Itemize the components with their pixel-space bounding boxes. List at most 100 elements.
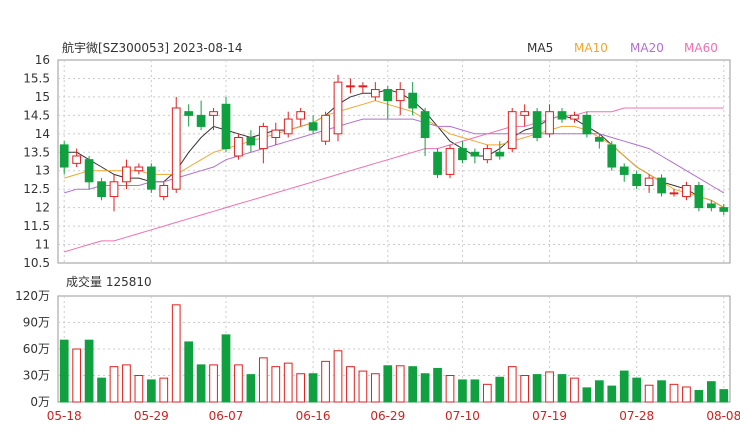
volume-bar — [358, 370, 368, 403]
candle-body — [644, 177, 654, 186]
price-y-tick: 14.5 — [23, 108, 50, 122]
candle — [408, 82, 418, 116]
candle — [122, 159, 131, 190]
candle — [520, 104, 530, 127]
candlestick-series — [59, 74, 729, 216]
candle-body — [97, 181, 106, 198]
candle — [420, 107, 430, 156]
candle — [383, 85, 393, 120]
candle-body — [296, 111, 306, 120]
candle-body — [184, 111, 194, 116]
candle — [607, 141, 617, 171]
candle — [632, 170, 642, 190]
candle — [146, 163, 156, 193]
candle — [470, 148, 480, 164]
candle — [482, 144, 492, 164]
candle-body — [632, 173, 642, 186]
volume-y-tick: 0万 — [30, 395, 50, 409]
candle-body — [246, 137, 256, 146]
price-y-tick: 15.5 — [23, 71, 50, 85]
volume-bar — [657, 380, 666, 403]
volume-bar — [644, 384, 654, 403]
volume-bar — [146, 379, 156, 403]
volume-bar — [507, 366, 517, 403]
volume-y-tick: 120万 — [15, 289, 50, 303]
candle — [234, 133, 243, 160]
volume-bar — [445, 375, 455, 403]
volume-bar — [134, 375, 144, 403]
legend-ma10: MA10 — [574, 41, 608, 55]
candle — [532, 107, 542, 142]
volume-bar — [532, 374, 542, 403]
candle-body — [594, 137, 604, 142]
volume-bar — [694, 390, 704, 403]
legend-ma60: MA60 — [684, 41, 718, 55]
volume-bar — [719, 389, 729, 403]
candle-body — [420, 111, 430, 139]
candle — [657, 174, 666, 197]
candle-body — [134, 166, 144, 172]
candle — [495, 141, 505, 160]
volume-bar — [570, 377, 579, 403]
volume-bar — [632, 377, 642, 403]
price-y-tick: 12 — [35, 201, 50, 215]
price-grid — [58, 60, 730, 263]
candle-body — [221, 103, 231, 150]
candle — [346, 78, 355, 94]
candle — [246, 130, 256, 153]
candle — [433, 148, 442, 179]
candle — [570, 111, 579, 123]
volume-bar — [159, 377, 169, 403]
candle-body — [171, 107, 181, 190]
candle — [557, 107, 567, 123]
candle — [333, 74, 343, 142]
volume-y-tick: 30万 — [23, 369, 50, 383]
x-tick: 07-28 — [619, 409, 654, 423]
candle — [719, 203, 729, 216]
volume-bar — [184, 341, 194, 403]
volume-bar — [84, 339, 94, 403]
volume-bar — [196, 364, 206, 403]
candle-body — [146, 166, 156, 190]
candle-body — [122, 166, 131, 183]
candle-body — [159, 184, 169, 198]
candle-body — [321, 114, 330, 142]
candle — [706, 200, 716, 212]
volume-grid — [58, 296, 730, 402]
volume-bar — [72, 348, 82, 403]
price-y-tick: 14 — [35, 127, 50, 141]
price-y-tick: 11 — [35, 238, 50, 252]
candle-body — [308, 122, 318, 131]
x-tick: 07-10 — [445, 409, 480, 423]
volume-bar-series — [59, 304, 729, 403]
volume-bar — [395, 365, 405, 403]
candle — [171, 96, 181, 193]
volume-bar — [221, 334, 231, 403]
candle-body — [619, 166, 629, 175]
candle-body — [395, 89, 405, 102]
candle — [619, 163, 629, 182]
candle-body — [706, 203, 716, 209]
x-axis: 05-18 05-29 06-07 06-16 06-29 07-10 07-19 07-28… — [47, 409, 740, 423]
candle-body — [258, 125, 268, 150]
candle-body — [346, 85, 355, 88]
price-y-tick: 15 — [35, 90, 50, 104]
candle — [669, 189, 679, 197]
legend-ma20: MA20 — [630, 41, 664, 55]
price-y-tick: 13.5 — [23, 145, 50, 159]
candle — [395, 82, 405, 116]
x-tick: 08-08 — [706, 409, 740, 423]
candle-body — [694, 184, 704, 209]
x-tick: 05-18 — [47, 409, 82, 423]
volume-bar — [109, 366, 119, 403]
candle-body — [458, 148, 467, 161]
volume-bar — [607, 385, 617, 403]
volume-bar — [682, 386, 691, 403]
candle — [159, 181, 169, 201]
volume-bar — [545, 371, 554, 403]
candle-body — [582, 114, 592, 135]
volume-y-tick: 60万 — [23, 342, 50, 356]
candle-body — [271, 129, 281, 139]
volume-bar — [557, 374, 567, 403]
